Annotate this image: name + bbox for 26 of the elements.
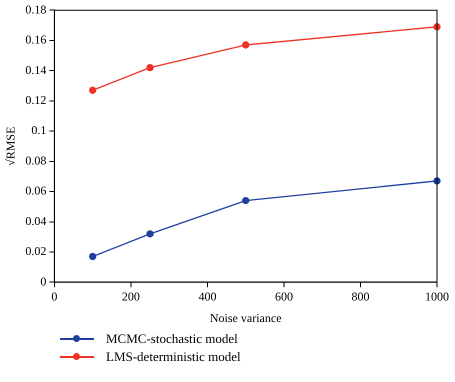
point <box>242 196 250 204</box>
y-tick-label: 0.1 <box>31 123 46 138</box>
y-axis-title: √RMSE <box>3 126 18 166</box>
point <box>146 230 154 238</box>
x-axis-title: Noise variance <box>210 310 282 325</box>
y-tick-label: 0.06 <box>25 184 46 198</box>
x-tick-label: 0 <box>51 290 58 304</box>
y-tick-label: 0.16 <box>25 32 46 47</box>
x-tick-label: 400 <box>198 290 216 304</box>
x-tick-label: 1000 <box>425 290 449 304</box>
y-tick-label: 0.14 <box>25 62 46 77</box>
x-tick-label: 600 <box>274 290 293 304</box>
y-tick-label: 0.12 <box>25 93 46 108</box>
x-tick-label: 200 <box>122 290 140 304</box>
point <box>146 64 154 72</box>
point <box>89 252 96 260</box>
legend-label: MCMC-stochastic model <box>106 331 238 347</box>
legend-label: LMS-deterministic model <box>106 349 241 365</box>
point <box>89 86 96 94</box>
y-tick-label: 0 <box>40 274 46 288</box>
y-tick-label: 0.02 <box>25 244 46 258</box>
y-tick-label: 0.18 <box>25 2 46 16</box>
y-tick-label: 0.04 <box>25 214 46 228</box>
y-tick-label: 0.08 <box>25 153 46 168</box>
point <box>242 41 250 49</box>
x-tick-label: 800 <box>351 290 370 304</box>
